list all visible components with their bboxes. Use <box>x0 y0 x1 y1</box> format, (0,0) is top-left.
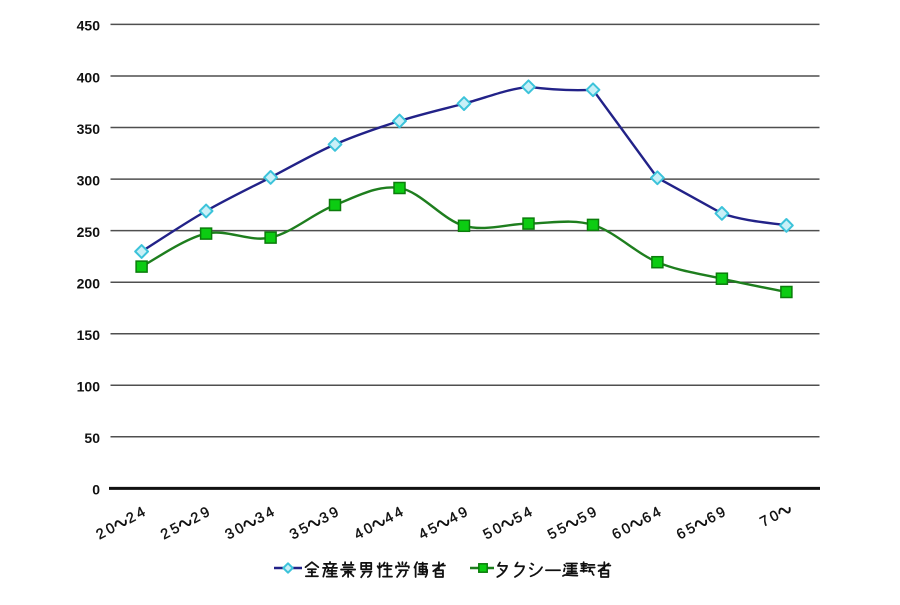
svg-text:450: 450 <box>77 18 101 34</box>
svg-text:250: 250 <box>77 224 101 240</box>
svg-text:0: 0 <box>92 482 100 498</box>
svg-text:150: 150 <box>77 327 101 343</box>
svg-text:50: 50 <box>84 430 100 446</box>
svg-text:350: 350 <box>77 121 101 137</box>
svg-text:400: 400 <box>77 69 101 85</box>
svg-text:100: 100 <box>77 379 101 395</box>
svg-text:200: 200 <box>77 276 101 292</box>
svg-text:300: 300 <box>77 172 101 188</box>
